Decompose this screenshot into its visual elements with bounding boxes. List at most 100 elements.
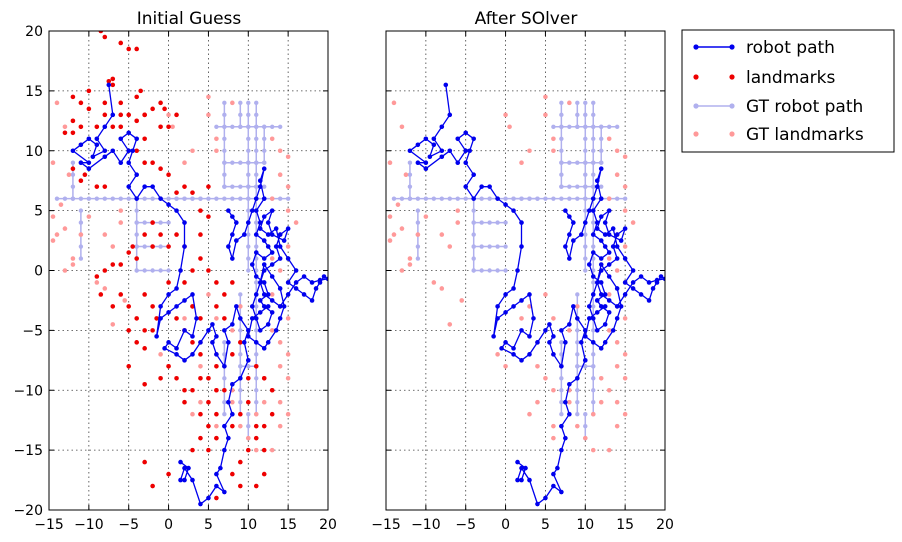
- x-tick-label: 5: [204, 517, 213, 533]
- gt-landmarks-point: [527, 148, 532, 154]
- gt-landmarks-point: [245, 435, 251, 441]
- robot-path-point: [415, 142, 421, 148]
- robot-path-point: [594, 280, 600, 285]
- landmarks-point: [70, 130, 76, 136]
- gt-robot-path-point: [599, 184, 604, 189]
- robot-path-point: [503, 340, 508, 345]
- robot-path-point: [206, 495, 211, 501]
- robot-path-point: [443, 82, 449, 88]
- robot-path-point: [261, 166, 267, 172]
- gt-robot-path-point: [78, 244, 84, 249]
- robot-path-point: [598, 292, 604, 297]
- robot-path-point: [265, 304, 271, 309]
- gt-landmarks-point: [455, 220, 461, 225]
- robot-path-point: [535, 501, 540, 507]
- robot-path-point: [511, 346, 516, 351]
- gt-landmarks-point: [269, 292, 275, 297]
- gt-landmarks-point: [206, 94, 211, 100]
- robot-path-point: [531, 316, 536, 321]
- gt-robot-path-point: [246, 256, 251, 261]
- gt-robot-path-point: [559, 172, 564, 177]
- y-tick-label: 5: [34, 204, 43, 220]
- gt-robot-path-point: [495, 244, 500, 249]
- y-tick-label: 10: [25, 144, 43, 160]
- ticks-after-solver: −15 −10 −5 0 5 10 15 20: [371, 30, 674, 533]
- gt-landmarks-point: [551, 148, 556, 154]
- gt-robot-path-point: [591, 352, 596, 357]
- landmarks-point: [261, 471, 267, 477]
- robot-path-point: [547, 322, 552, 327]
- gt-landmarks-point: [606, 292, 612, 297]
- gt-robot-path-point: [222, 412, 227, 417]
- robot-path-point: [269, 208, 275, 213]
- robot-path-point: [126, 184, 132, 189]
- gt-landmarks-point: [519, 160, 524, 166]
- robot-path-point: [594, 298, 600, 303]
- robot-path-point: [265, 244, 271, 249]
- robot-path-point: [471, 172, 476, 177]
- landmarks-point: [253, 483, 259, 489]
- robot-path-line: [227, 168, 328, 350]
- robot-path-point: [606, 310, 612, 315]
- gt-robot-path-point: [277, 124, 283, 129]
- landmarks-point: [206, 447, 211, 453]
- gt-robot-path-point: [238, 100, 243, 106]
- gt-landmarks-point: [230, 328, 235, 333]
- gt-landmarks-point: [94, 280, 100, 285]
- robot-path-point: [218, 465, 223, 471]
- landmarks-point: [198, 352, 203, 357]
- gt-robot-path-point: [575, 160, 580, 165]
- robot-path-point: [178, 268, 183, 273]
- gt-robot-path-point: [262, 124, 267, 129]
- gt-robot-path-point: [559, 400, 564, 405]
- gt-robot-path-point: [70, 172, 76, 177]
- landmarks-point: [134, 256, 139, 261]
- gt-landmarks-point: [269, 136, 275, 142]
- gt-robot-path-point: [463, 196, 468, 201]
- gt-robot-path-point: [575, 100, 580, 106]
- robot-path-point: [253, 232, 259, 237]
- gt-landmarks-point: [622, 154, 628, 160]
- landmarks-point: [166, 364, 171, 369]
- gt-robot-path-point: [54, 196, 60, 201]
- gt-landmarks-point: [567, 328, 572, 333]
- gt-robot-path-point: [134, 208, 139, 213]
- robot-path-point: [579, 232, 584, 237]
- robot-path-point: [575, 316, 580, 321]
- robot-path-point: [614, 256, 620, 261]
- robot-path-point: [431, 142, 437, 148]
- gt-robot-path-point: [503, 268, 508, 273]
- gt-robot-path-point: [86, 196, 92, 201]
- robot-path-point: [622, 256, 628, 261]
- gt-landmarks-point: [535, 399, 540, 405]
- robot-path-point: [602, 292, 608, 297]
- robot-path-point: [190, 292, 195, 297]
- gt-robot-path-point: [222, 400, 227, 405]
- robot-path-point: [551, 352, 556, 357]
- gt-robot-path-point: [238, 184, 243, 189]
- gt-robot-path-point: [575, 184, 580, 189]
- robot-path-point: [257, 178, 263, 183]
- landmarks-point: [230, 352, 235, 357]
- gt-robot-path-point: [246, 112, 251, 118]
- gt-robot-path-point: [206, 196, 211, 201]
- landmarks-point: [198, 232, 203, 237]
- robot-path-point: [265, 220, 271, 225]
- landmarks-point: [134, 316, 139, 321]
- robot-path-point: [226, 208, 231, 213]
- gt-landmarks-point: [606, 136, 612, 142]
- gt-robot-path-point: [262, 136, 267, 141]
- legend: robot path landmarks GT robot path GT la…: [681, 29, 895, 153]
- gt-robot-path-point: [254, 136, 259, 141]
- gt-robot-path-point: [94, 196, 100, 201]
- robot-path-point: [571, 304, 576, 309]
- robot-path-point: [662, 276, 665, 282]
- landmarks-point: [182, 184, 187, 189]
- gt-landmarks-point: [198, 364, 203, 369]
- robot-path-point: [245, 334, 251, 339]
- robot-path-point: [519, 298, 524, 303]
- gt-robot-path-point: [78, 256, 84, 261]
- gt-landmarks-point: [503, 364, 508, 369]
- y-tick-label: −10: [13, 383, 43, 399]
- gt-landmarks-point: [277, 364, 283, 369]
